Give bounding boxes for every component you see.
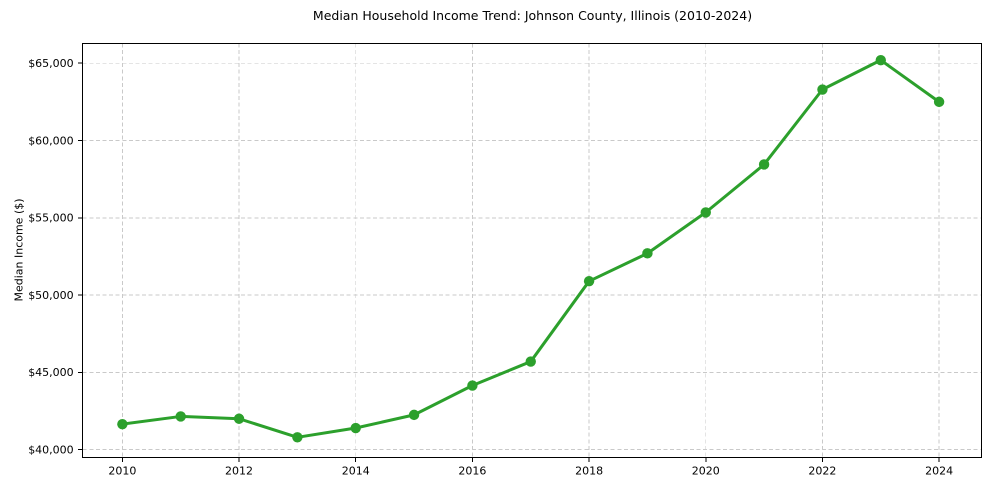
data-point bbox=[758, 159, 770, 170]
data-point bbox=[700, 207, 711, 218]
x-tick-label: 2010 bbox=[108, 465, 136, 478]
x-tick-label: 2022 bbox=[808, 465, 836, 478]
x-tick-label: 2020 bbox=[692, 465, 720, 478]
data-point bbox=[175, 411, 186, 422]
data-point bbox=[292, 432, 303, 443]
x-tick-label: 2014 bbox=[342, 465, 370, 478]
y-tick-label: $40,000 bbox=[28, 443, 74, 456]
data-point bbox=[467, 380, 478, 391]
chart-title: Median Household Income Trend: Johnson C… bbox=[312, 8, 753, 23]
data-point bbox=[117, 418, 128, 430]
data-point bbox=[583, 275, 595, 287]
x-tick-label: 2024 bbox=[925, 465, 953, 478]
data-point bbox=[525, 356, 536, 367]
y-tick-label: $45,000 bbox=[28, 366, 74, 379]
y-tick-label: $50,000 bbox=[28, 289, 74, 302]
data-point bbox=[642, 248, 653, 259]
y-tick-label: $60,000 bbox=[28, 134, 74, 147]
x-tick-label: 2012 bbox=[225, 465, 253, 478]
data-point bbox=[233, 413, 245, 424]
data-point bbox=[408, 409, 420, 421]
data-point bbox=[817, 84, 828, 95]
data-point bbox=[350, 422, 361, 434]
x-tick-label: 2016 bbox=[458, 465, 486, 478]
axis-frame bbox=[82, 42, 983, 459]
x-tick-label: 2018 bbox=[575, 465, 603, 478]
trend-line bbox=[120, 58, 941, 439]
data-point bbox=[875, 54, 886, 66]
y-tick-label: $65,000 bbox=[28, 57, 74, 70]
data-point bbox=[933, 96, 945, 108]
y-tick-label: $55,000 bbox=[28, 212, 74, 225]
